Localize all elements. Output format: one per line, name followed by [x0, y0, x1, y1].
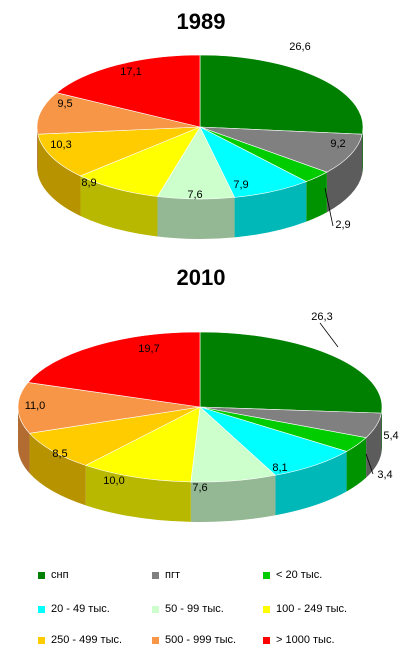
- pie-wall-0: [381, 407, 382, 454]
- legend-label: > 1000 тыс.: [276, 634, 335, 646]
- legend-label: 500 - 999 тыс.: [165, 634, 237, 646]
- pie-wall-3: [234, 181, 307, 238]
- pie-slice-1989-0: [199, 54, 364, 135]
- pie-slice-1989-6: [37, 126, 201, 177]
- slice-value-label: 9,5: [57, 98, 72, 110]
- pie-wall-6: [29, 433, 86, 506]
- legend-swatch: [152, 605, 159, 613]
- leader-line: [365, 453, 374, 475]
- pie-slice-2010-8: [27, 331, 201, 408]
- legend-swatch: [152, 636, 159, 644]
- leader-line: [319, 322, 339, 348]
- pie-wall-7: [18, 407, 30, 474]
- legend-label: 100 - 249 тыс.: [276, 603, 348, 615]
- pie-wall-4: [190, 475, 276, 522]
- pie-wall-2: [306, 172, 327, 222]
- slice-value-label: 8,1: [272, 462, 287, 474]
- legend-label: 20 - 49 тыс.: [51, 603, 110, 615]
- pie-chart-1989: 1989 26,6 9,2 2,9 7,9 7,6 8,9 10,3 9,5 17,1: [36, 9, 364, 239]
- chart-title-1989: 1989: [177, 9, 226, 34]
- slice-value-label: 5,4: [383, 430, 398, 442]
- pie-wall-3: [275, 451, 347, 516]
- pie-slices: [36, 54, 364, 200]
- pie-wall-2: [346, 437, 367, 492]
- legend-swatch: [263, 636, 270, 644]
- slice-value-label: 8,9: [81, 177, 96, 189]
- pie-wall-6: [37, 134, 81, 216]
- pie-wall-1: [326, 134, 363, 213]
- legend-item-pgt: пгт: [152, 568, 180, 582]
- pie-walls: [18, 407, 382, 522]
- legend-item-snp: снп: [38, 568, 69, 582]
- legend-swatch: [38, 636, 45, 644]
- pie-slice-1989-1: [199, 126, 363, 173]
- legend-label: пгт: [165, 569, 181, 581]
- legend-item-lt20: < 20 тыс.: [263, 568, 322, 582]
- legend-item-500-999: 500 - 999 тыс.: [152, 633, 236, 647]
- legend-label: снп: [51, 569, 69, 581]
- legend-item-100-249: 100 - 249 тыс.: [263, 602, 347, 616]
- pie-slice-2010-7: [17, 382, 201, 434]
- slice-value-label: 26,6: [289, 41, 310, 53]
- pie-slice-2010-3: [199, 406, 348, 476]
- legend-swatch: [263, 605, 270, 613]
- pie-wall-4: [157, 196, 235, 239]
- slice-value-label: 11,0: [25, 400, 46, 412]
- pie-wall-7: [37, 127, 38, 175]
- slice-value-label: 9,2: [330, 138, 345, 150]
- slice-value-label: 10,0: [103, 475, 124, 487]
- pie-slice-1989-7: [36, 92, 201, 135]
- slice-value-label: 17,1: [120, 66, 141, 78]
- pie-slice-2010-5: [84, 406, 201, 483]
- legend-label: 250 - 499 тыс.: [51, 634, 123, 646]
- pie-wall-0: [362, 127, 363, 175]
- legend-item-50-99: 50 - 99 тыс.: [152, 602, 224, 616]
- leader-line: [324, 187, 334, 227]
- pie-wall-5: [80, 175, 158, 237]
- chart-title-2010: 2010: [177, 265, 226, 290]
- slice-value-label: 7,6: [187, 189, 202, 201]
- pie-slices: [17, 331, 383, 483]
- slice-value-label: 26,3: [311, 311, 332, 323]
- legend-swatch: [263, 571, 270, 579]
- legend-label: 50 - 99 тыс.: [165, 603, 224, 615]
- legend-item-250-499: 250 - 499 тыс.: [38, 633, 122, 647]
- slice-value-label: 3,4: [377, 469, 392, 481]
- slice-value-label: 2,9: [335, 219, 350, 231]
- slice-value-label: 7,9: [233, 179, 248, 191]
- legend-item-20-49: 20 - 49 тыс.: [38, 602, 110, 616]
- slice-value-label: 10,3: [50, 139, 71, 151]
- pie-chart-2010: 2010 26,3 5,4 3,4 8,1 7,6 10,0 8,5 11,0 19,7: [17, 265, 399, 522]
- pie-walls: [37, 127, 363, 239]
- legend-swatch: [38, 571, 45, 579]
- pie-slice-1989-8: [56, 54, 201, 128]
- legend-swatch: [38, 605, 45, 613]
- pie-slice-2010-0: [199, 331, 383, 414]
- pie-wall-1: [366, 413, 382, 478]
- pie-slice-2010-6: [28, 406, 201, 466]
- pie-wall-5: [85, 465, 191, 522]
- legend-swatch: [152, 571, 159, 579]
- legend-label: < 20 тыс.: [276, 569, 323, 581]
- slice-value-label: 8,5: [52, 448, 67, 460]
- slice-value-label: 7,6: [192, 482, 207, 494]
- legend-item-gt1000: > 1000 тыс.: [263, 633, 335, 647]
- slice-value-label: 19,7: [138, 343, 159, 355]
- pie-slice-1989-5: [79, 126, 201, 197]
- legend: снп пгт < 20 тыс. 20 - 49 тыс. 50 - 99 т…: [38, 566, 378, 648]
